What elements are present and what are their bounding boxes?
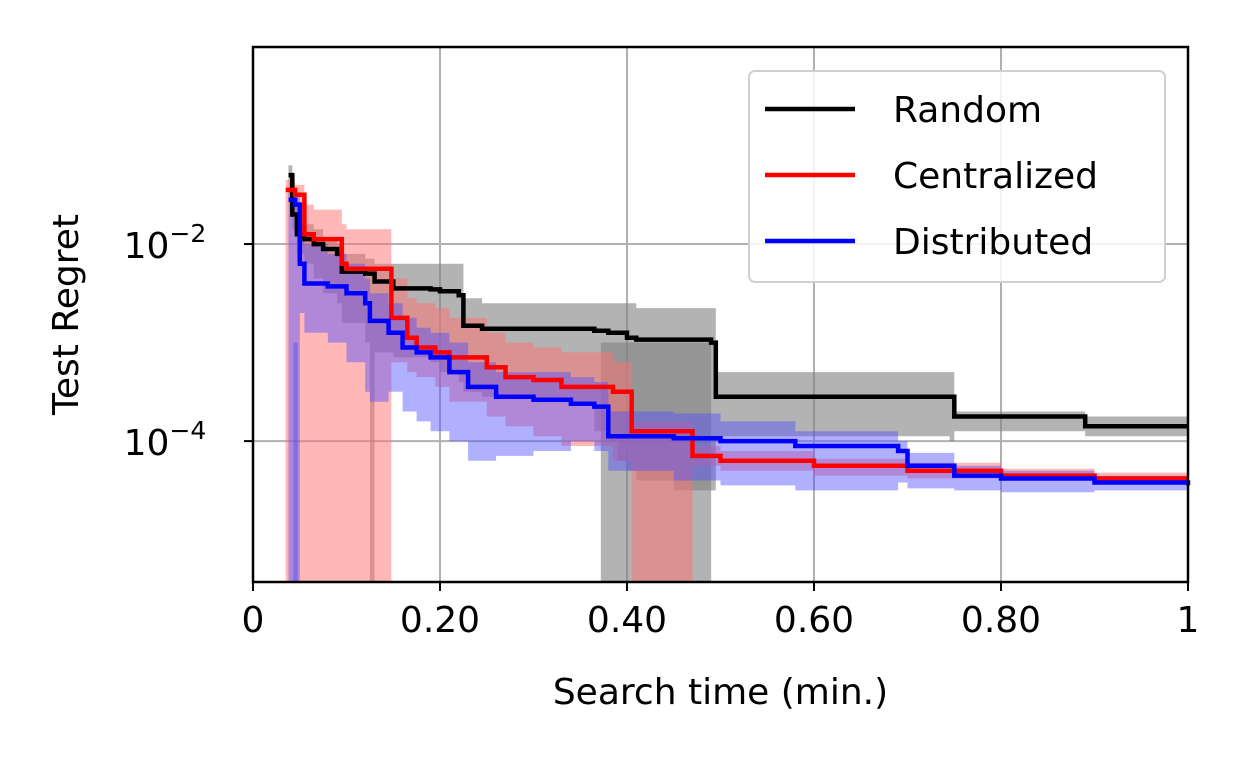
y-axis-label: Test Regret	[46, 214, 87, 416]
x-tick-label: 0.60	[774, 600, 854, 641]
line-centralized	[285, 187, 1188, 481]
band-drop-distributed	[293, 342, 298, 582]
legend-label: Random	[893, 90, 1042, 131]
line-distributed	[288, 197, 1191, 486]
legend-label: Centralized	[893, 156, 1098, 197]
line-random	[288, 172, 1188, 429]
band-distributed	[288, 189, 1188, 582]
legend-label: Distributed	[893, 222, 1093, 263]
x-tick-label: 0.80	[961, 600, 1041, 641]
x-tick-label: 1	[1177, 600, 1200, 641]
x-tick-label: 0.20	[400, 600, 480, 641]
legend: Random Centralized Distributed	[748, 70, 1166, 283]
x-tick-label: 0	[242, 600, 265, 641]
plot-frame	[251, 45, 1190, 584]
x-axis-label: Search time (min.)	[553, 672, 888, 713]
y-tick-label: 10−4	[124, 416, 207, 464]
x-axis-ticks: 0 0.20 0.40 0.60 0.80 1	[242, 582, 1200, 641]
y-tick-label: 10−2	[124, 219, 207, 267]
y-axis-ticks: 10−2 10−4	[124, 219, 253, 464]
legend-box	[748, 70, 1166, 283]
series-lines	[285, 172, 1191, 486]
x-tick-label: 0.40	[587, 600, 667, 641]
